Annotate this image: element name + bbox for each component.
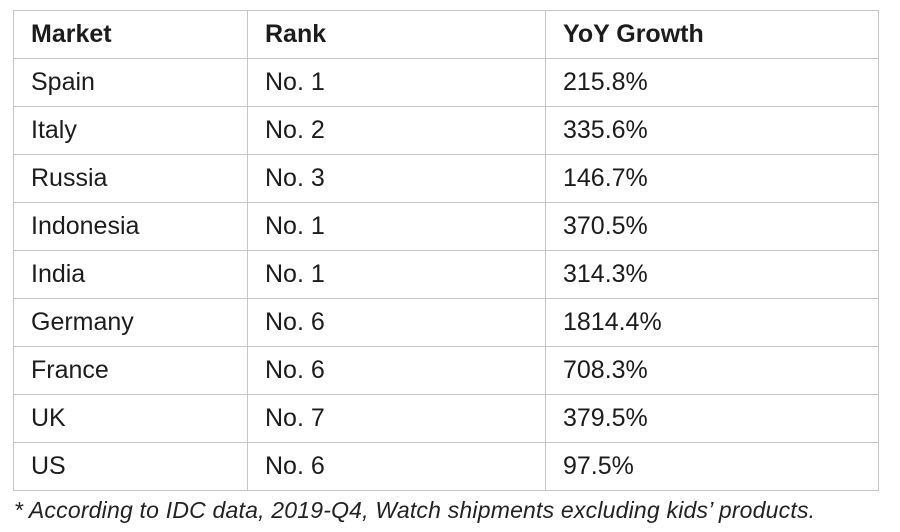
cell-rank: No. 1 — [247, 250, 546, 299]
market-rank-table: Market Rank YoY Growth Spain No. 1 215.8% Ita… — [13, 10, 879, 491]
cell-market: France — [13, 346, 248, 395]
table-row-russia: Russia No. 3 146.7% — [13, 154, 879, 203]
cell-market: Italy — [13, 106, 248, 155]
cell-yoy-growth: 1814.4% — [545, 298, 879, 347]
column-header-market: Market — [13, 10, 248, 59]
cell-market: UK — [13, 394, 248, 443]
table-row-spain: Spain No. 1 215.8% — [13, 58, 879, 107]
cell-yoy-growth: 370.5% — [545, 202, 879, 251]
cell-rank: No. 1 — [247, 58, 546, 107]
table-row-france: France No. 6 708.3% — [13, 346, 879, 395]
cell-market: Russia — [13, 154, 248, 203]
cell-rank: No. 3 — [247, 154, 546, 203]
cell-yoy-growth: 215.8% — [545, 58, 879, 107]
cell-yoy-growth: 335.6% — [545, 106, 879, 155]
table-row-india: India No. 1 314.3% — [13, 250, 879, 299]
cell-rank: No. 2 — [247, 106, 546, 155]
market-rank-table-container: Market Rank YoY Growth Spain No. 1 215.8% Ita… — [13, 10, 879, 491]
table-row-uk: UK No. 7 379.5% — [13, 394, 879, 443]
cell-yoy-growth: 314.3% — [545, 250, 879, 299]
column-header-yoy-growth: YoY Growth — [545, 10, 879, 59]
cell-market: US — [13, 442, 248, 491]
table-row-italy: Italy No. 2 335.6% — [13, 106, 879, 155]
table-footnote: * According to IDC data, 2019-Q4, Watch … — [14, 497, 816, 523]
cell-market: Germany — [13, 298, 248, 347]
cell-yoy-growth: 708.3% — [545, 346, 879, 395]
column-header-rank: Rank — [247, 10, 546, 59]
cell-rank: No. 6 — [247, 298, 546, 347]
table-header-row: Market Rank YoY Growth — [13, 10, 879, 59]
cell-market: Spain — [13, 58, 248, 107]
table-row-us: US No. 6 97.5% — [13, 442, 879, 491]
cell-yoy-growth: 379.5% — [545, 394, 879, 443]
cell-market: Indonesia — [13, 202, 248, 251]
cell-rank: No. 6 — [247, 346, 546, 395]
cell-yoy-growth: 97.5% — [545, 442, 879, 491]
table-row-indonesia: Indonesia No. 1 370.5% — [13, 202, 879, 251]
table-row-germany: Germany No. 6 1814.4% — [13, 298, 879, 347]
cell-rank: No. 1 — [247, 202, 546, 251]
cell-rank: No. 7 — [247, 394, 546, 443]
cell-rank: No. 6 — [247, 442, 546, 491]
cell-yoy-growth: 146.7% — [545, 154, 879, 203]
cell-market: India — [13, 250, 248, 299]
